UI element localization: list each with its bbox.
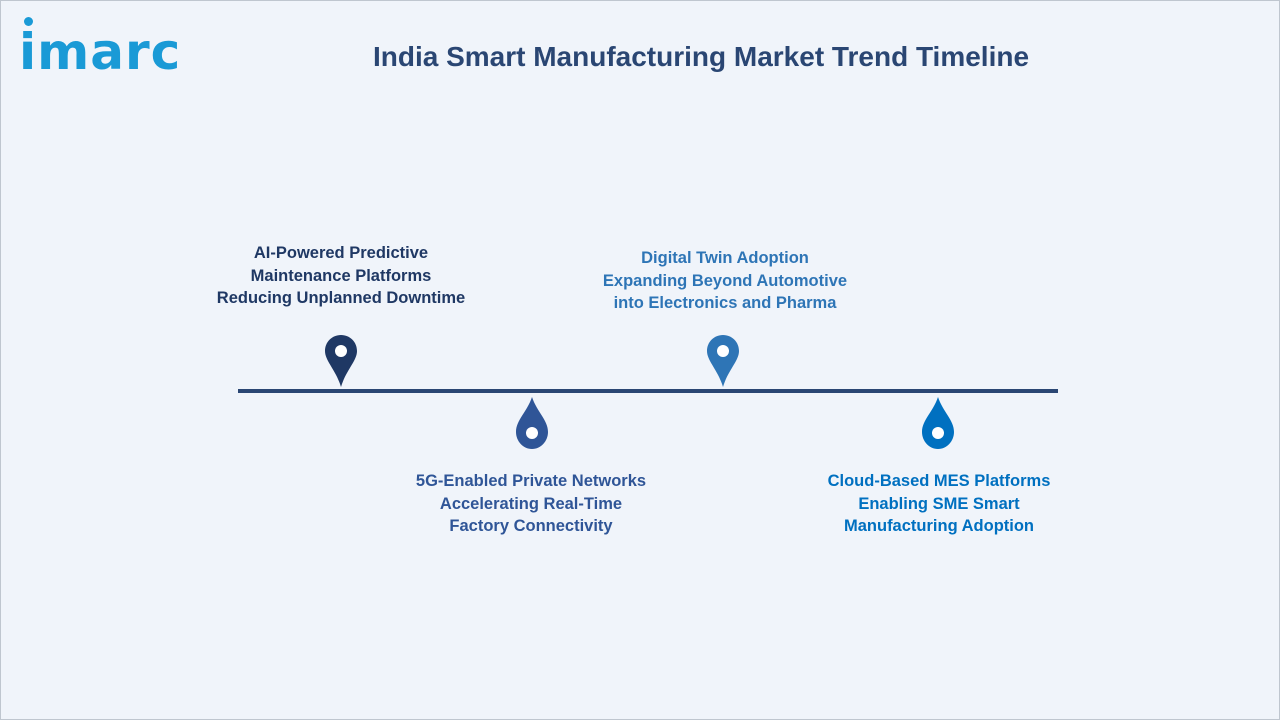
- pin-hole: [526, 427, 538, 439]
- map-pin-icon: [707, 335, 739, 387]
- caption-line: Accelerating Real-Time: [439, 494, 623, 513]
- timeline-axis: [238, 389, 1058, 393]
- drop-pin-icon: [922, 397, 954, 449]
- map-pin-icon: [325, 335, 357, 387]
- pin-shape: [707, 335, 739, 387]
- caption-line: AI-Powered Predictive: [253, 244, 429, 262]
- pin-hole: [335, 345, 347, 357]
- milestone-4-caption: Cloud-Based MES Platforms Enabling SME S…: [789, 470, 1089, 538]
- pin-shape: [516, 397, 548, 449]
- caption-line: Factory Connectivity: [449, 517, 613, 535]
- page-title: India Smart Manufacturing Market Trend T…: [372, 41, 1030, 72]
- caption-line: Maintenance Platforms: [250, 266, 432, 285]
- imarc-logo: imarc: [19, 13, 209, 83]
- caption-line: Cloud-Based MES Platforms: [827, 472, 1051, 490]
- pin-hole: [717, 345, 729, 357]
- caption-line: Reducing Unplanned Downtime: [216, 289, 466, 307]
- pin-hole: [932, 427, 944, 439]
- milestone-3-caption: Digital Twin Adoption Expanding Beyond A…: [575, 247, 875, 315]
- milestone-1-caption: AI-Powered Predictive Maintenance Platfo…: [191, 242, 491, 310]
- milestone-2-caption: 5G-Enabled Private Networks Accelerating…: [381, 470, 681, 538]
- caption-line: Expanding Beyond Automotive: [602, 271, 848, 290]
- caption-line: Enabling SME Smart: [858, 494, 1020, 513]
- logo-text: imarc: [19, 23, 182, 81]
- pin-shape: [325, 335, 357, 387]
- drop-pin-icon: [516, 397, 548, 449]
- caption-line: 5G-Enabled Private Networks: [415, 472, 647, 490]
- caption-line: Digital Twin Adoption: [641, 249, 809, 267]
- caption-line: into Electronics and Pharma: [613, 294, 837, 312]
- logo-dot: [24, 17, 33, 26]
- caption-line: Manufacturing Adoption: [843, 517, 1035, 535]
- pin-shape: [922, 397, 954, 449]
